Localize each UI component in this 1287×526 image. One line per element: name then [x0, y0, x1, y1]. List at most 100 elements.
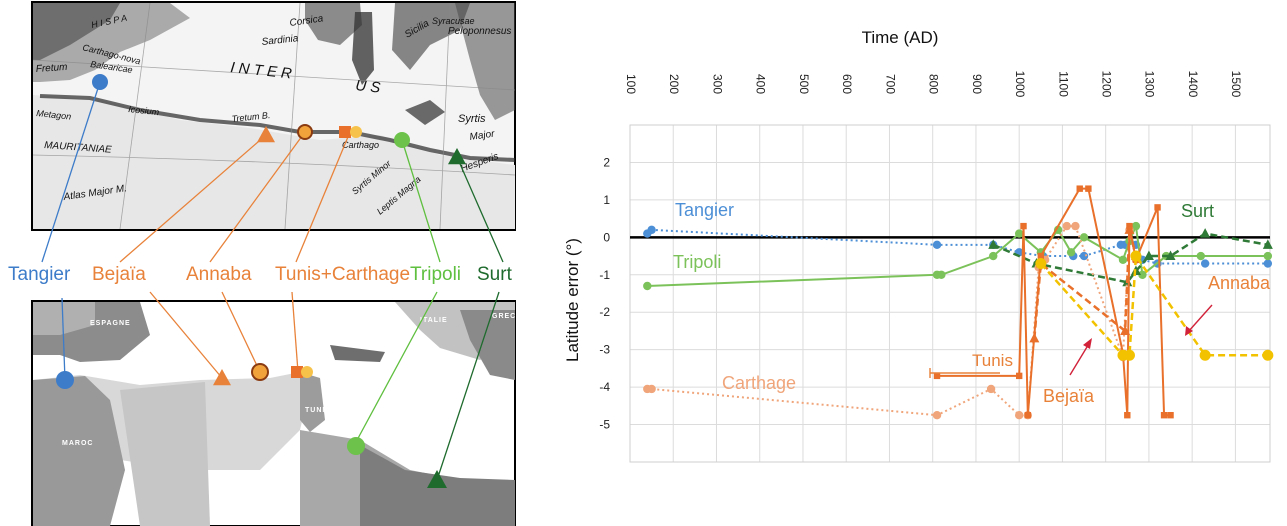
- city-marker: [251, 363, 269, 381]
- series-annotation: Bejaïa: [1043, 386, 1095, 406]
- data-point: [1199, 349, 1211, 361]
- modern-map-label: ITALIE: [420, 317, 448, 324]
- city-label: Surt: [477, 264, 513, 285]
- city-marker: [427, 470, 447, 488]
- plot-frame: [629, 124, 1271, 463]
- modern-map-label: ESPAGNE: [90, 320, 131, 327]
- series-line: [647, 222, 1268, 288]
- y-tick-label: -1: [599, 268, 610, 282]
- data-point: [1124, 411, 1131, 419]
- historic-map-label: Peloponnesus: [448, 26, 511, 37]
- city-connector-line: [401, 139, 441, 263]
- historic-map-label: Fretum: [35, 62, 67, 75]
- data-point: [647, 384, 656, 394]
- city-connector-line: [291, 291, 299, 373]
- latitude-error-chart: 100 200 300 400 500 600 700 800 900 1000 1100 1200 1…: [563, 28, 1274, 463]
- city-label: Bejaïa: [92, 264, 146, 285]
- series-6: [1035, 250, 1274, 361]
- data-point: [988, 239, 999, 249]
- chart-grid: [629, 124, 1270, 463]
- data-point: [1263, 251, 1273, 261]
- city-connector-line: [456, 156, 504, 263]
- data-point: [647, 225, 656, 235]
- y-tick-label: 1: [603, 193, 610, 207]
- series-annotation: Annaba: [1208, 273, 1271, 293]
- data-point: [986, 384, 996, 394]
- historic-map-label: Metagon: [36, 108, 72, 122]
- x-tick-label: 1000: [1013, 71, 1027, 98]
- data-point: [1143, 250, 1154, 261]
- historic-map-label: Tretum B.: [231, 110, 271, 124]
- data-point: [643, 281, 652, 291]
- data-point: [1167, 411, 1174, 419]
- city-marker: [350, 126, 362, 138]
- city-connector-line: [209, 131, 306, 263]
- city-connector-line: [221, 291, 261, 373]
- historic-map-label: Sardinia: [261, 33, 299, 48]
- modern-map-label: GREC: [492, 313, 516, 320]
- data-point: [1123, 349, 1135, 361]
- city-label: Tunis+Carthage: [275, 264, 410, 285]
- y-tick-label: -5: [599, 418, 610, 432]
- x-tick-label: 400: [754, 74, 768, 94]
- city-marker: [339, 126, 351, 138]
- city-connector-line: [436, 291, 500, 481]
- data-point: [1035, 258, 1047, 270]
- historic-map-label: MAURITANIAE: [44, 140, 113, 156]
- data-point: [1263, 259, 1273, 268]
- historic-map-label: Carthago: [342, 140, 379, 150]
- city-marker: [92, 74, 108, 90]
- series-annotation: Surt: [1181, 201, 1214, 221]
- city-marker: [213, 369, 231, 386]
- x-tick-label: 900: [970, 74, 984, 94]
- data-point: [1154, 204, 1161, 211]
- city-marker: [448, 148, 466, 165]
- data-point: [1200, 259, 1210, 268]
- modern-map-label: TUNISIE: [305, 407, 340, 414]
- historic-map-label: U S: [355, 77, 382, 97]
- series-line: [1039, 252, 1268, 357]
- data-point: [1024, 411, 1032, 419]
- x-tick-label: 1200: [1100, 71, 1114, 98]
- x-tick-label: 1300: [1143, 71, 1157, 98]
- data-point: [1029, 332, 1040, 343]
- data-point: [1262, 239, 1273, 249]
- x-tick-label: 500: [797, 74, 811, 94]
- x-tick-label: 600: [840, 74, 854, 94]
- data-point: [1079, 233, 1089, 242]
- series-annotation: Carthage: [722, 373, 796, 393]
- x-tick-label: 1100: [1056, 71, 1070, 97]
- city-labels: Tangier Bejaïa Annaba Tunis+Carthage Tripoli…: [8, 264, 513, 285]
- series-line: [646, 228, 1268, 265]
- data-point: [1015, 372, 1023, 380]
- modern-map: [31, 300, 516, 526]
- data-point: [932, 240, 942, 250]
- x-tick-label: 300: [710, 74, 724, 94]
- series-annotation: Tripoli: [673, 252, 721, 272]
- city-label: Tripoli: [410, 264, 461, 285]
- data-point: [1014, 229, 1024, 238]
- city-marker: [257, 126, 275, 143]
- modern-map-label: MAROC: [62, 440, 93, 447]
- city-connector-line: [355, 291, 438, 443]
- x-tick-label: 700: [883, 74, 897, 94]
- series-1: [643, 221, 1273, 291]
- city-marker: [347, 437, 365, 455]
- city-marker: [291, 366, 303, 378]
- data-point: [1066, 248, 1076, 257]
- data-point: [1196, 251, 1206, 261]
- city-marker: [394, 132, 410, 148]
- y-tick-label: 2: [603, 155, 610, 169]
- city-connector-line: [295, 131, 351, 263]
- data-point: [1160, 411, 1168, 419]
- series-annotation: Tangier: [675, 200, 734, 220]
- data-point: [1062, 221, 1071, 231]
- city-label: Tangier: [8, 264, 71, 285]
- x-tick-label: 100: [624, 74, 638, 94]
- series-0: [643, 225, 1273, 268]
- city-connector-line: [119, 134, 267, 263]
- data-point: [933, 372, 941, 380]
- data-point: [1076, 185, 1083, 192]
- data-point: [1014, 410, 1024, 420]
